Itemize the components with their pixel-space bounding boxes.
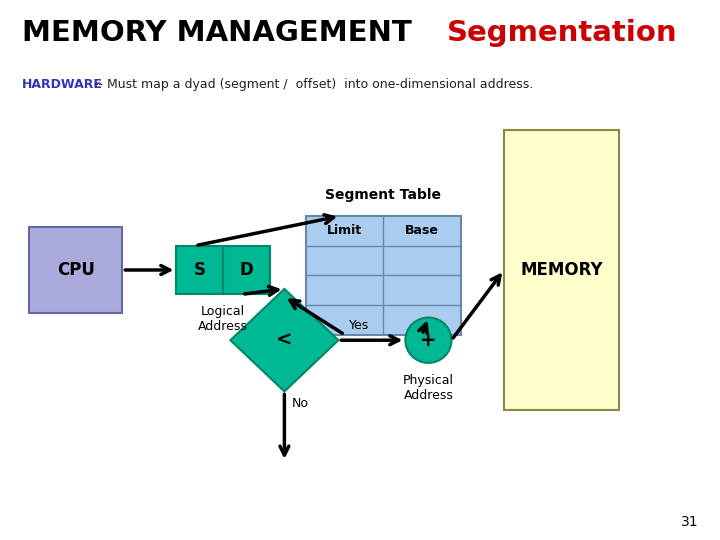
Text: +: + xyxy=(420,330,436,350)
Text: -- Must map a dyad (segment /  offset)  into one-dimensional address.: -- Must map a dyad (segment / offset) in… xyxy=(90,78,534,91)
Text: Base: Base xyxy=(405,224,439,238)
Text: MEMORY MANAGEMENT: MEMORY MANAGEMENT xyxy=(22,19,411,47)
Text: Limit: Limit xyxy=(327,224,362,238)
Text: Yes: Yes xyxy=(349,319,369,332)
Text: D: D xyxy=(240,261,253,279)
Text: Segmentation: Segmentation xyxy=(446,19,677,47)
Text: MEMORY: MEMORY xyxy=(521,261,603,279)
Text: <: < xyxy=(276,330,292,350)
Text: No: No xyxy=(292,397,309,410)
FancyBboxPatch shape xyxy=(306,216,461,335)
Text: S: S xyxy=(194,261,206,279)
FancyBboxPatch shape xyxy=(504,130,619,410)
Text: Logical
Address: Logical Address xyxy=(198,305,248,333)
Text: 31: 31 xyxy=(681,515,698,529)
Text: Segment Table: Segment Table xyxy=(325,188,441,202)
Text: Physical
Address: Physical Address xyxy=(403,374,454,402)
Text: CPU: CPU xyxy=(57,261,94,279)
FancyBboxPatch shape xyxy=(29,227,122,313)
Ellipse shape xyxy=(405,318,451,363)
Text: HARDWARE: HARDWARE xyxy=(22,78,102,91)
FancyBboxPatch shape xyxy=(223,246,270,294)
Polygon shape xyxy=(230,289,338,392)
FancyBboxPatch shape xyxy=(176,246,223,294)
